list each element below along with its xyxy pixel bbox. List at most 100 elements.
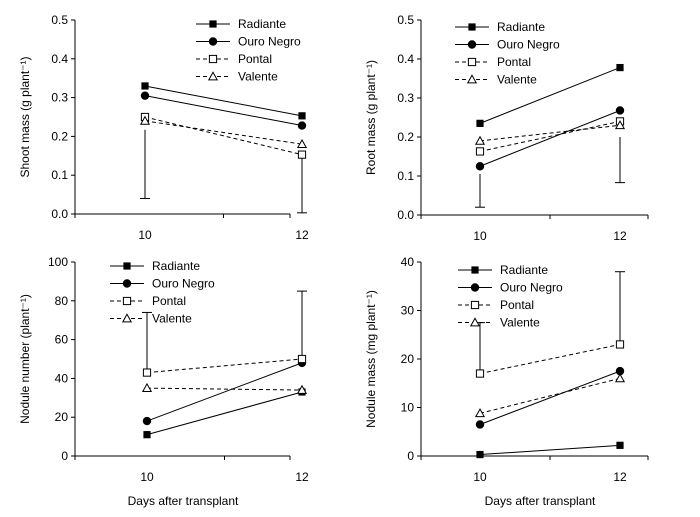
y-tick-label: 100 (48, 255, 68, 269)
y-tick-label: 0.3 (51, 91, 68, 105)
legend-label: Valente (238, 70, 278, 84)
y-tick-label: 80 (55, 294, 69, 308)
legend-label: Ouro Negro (152, 277, 215, 291)
y-tick-label: 20 (401, 352, 415, 366)
data-point-valente (296, 138, 308, 149)
legend-label: Pontal (497, 55, 531, 69)
y-tick-label: 0.3 (397, 91, 414, 105)
data-point-pontal (475, 147, 485, 156)
legend-marker (467, 57, 477, 67)
legend-label: Pontal (152, 294, 186, 308)
legend-marker (470, 283, 480, 292)
data-point-radiante (141, 82, 149, 90)
x-tick-label: 10 (140, 470, 154, 484)
y-tick-label: 0 (61, 449, 68, 463)
legend-marker (466, 74, 478, 84)
data-point-ouro-negro (475, 162, 485, 171)
legend-marker (209, 20, 217, 28)
legend-label: Pontal (500, 298, 534, 312)
legend-label: Ouro Negro (497, 38, 560, 52)
y-tick-label: 0.5 (51, 13, 68, 27)
x-axis-title-right: Days after transplant (485, 494, 596, 508)
legend: Radiante Ouro Negro Pontal Valente (455, 20, 560, 87)
data-point-ouro-negro (615, 366, 625, 376)
series-line-radiante (479, 67, 621, 124)
legend-label: Pontal (238, 52, 272, 66)
data-point-pontal (615, 340, 625, 349)
y-tick-label: 0.2 (397, 130, 414, 144)
series-line-pontal (479, 343, 621, 375)
y-tick-label: 0.1 (51, 168, 68, 182)
data-point-valente (474, 408, 486, 418)
legend-marker (123, 262, 131, 270)
y-tick-label: 40 (401, 255, 415, 269)
data-point-valente (296, 384, 308, 394)
y-tick-label: 0.0 (51, 207, 68, 221)
series-line-pontal (144, 116, 303, 156)
y-tick-label: 30 (401, 304, 415, 318)
data-point-radiante (298, 112, 306, 120)
x-tick-label: 12 (613, 470, 627, 484)
data-point-valente (614, 120, 626, 130)
y-axis-title: Root mass (g plant⁻¹) (364, 60, 378, 175)
data-point-radiante (616, 63, 624, 72)
legend-marker (207, 71, 219, 81)
legend-label: Valente (500, 316, 540, 330)
legend: Radiante Ouro Negro Pontal Valente (196, 17, 301, 84)
series-line-pontal (479, 120, 621, 152)
data-point-radiante (616, 441, 624, 449)
legend-label: Ouro Negro (500, 281, 563, 295)
y-tick-label: 20 (55, 410, 69, 424)
series-line-valente (479, 124, 621, 142)
series-line-ouro-negro (144, 95, 303, 127)
data-point-valente (141, 382, 153, 392)
y-axis-title: Nodule number (plant⁻¹) (18, 294, 32, 424)
series-line-pontal (146, 358, 303, 374)
x-axis-title-left: Days after transplant (128, 494, 239, 508)
data-point-radiante (476, 119, 484, 127)
legend-label: Radiante (500, 263, 548, 277)
y-axis-title: Shoot mass (g plant⁻¹) (18, 56, 32, 177)
legend: Radiante Ouro Negro Pontal Valente (110, 259, 215, 326)
panel-bottom-left: 0 20 40 60 80 100 10 12 Nodule number (plant⁻¹) R… (18, 255, 309, 484)
data-point-radiante (143, 431, 151, 439)
series-line-ouro-negro (146, 362, 303, 422)
panel-top-right: 0.0 0.1 0.2 0.3 0.4 0.5 10 12 Root mass (g plant… (364, 13, 649, 243)
legend-marker (468, 23, 476, 31)
legend-marker (122, 296, 132, 306)
data-point-radiante (476, 450, 484, 459)
x-tick-label: 12 (613, 229, 627, 243)
legend: Radiante Ouro Negro Pontal Valente (458, 263, 563, 330)
y-tick-label: 0.5 (397, 13, 414, 27)
data-point-pontal (297, 354, 307, 364)
x-tick-label: 10 (473, 229, 487, 243)
legend-label: Radiante (152, 259, 200, 273)
y-tick-label: 0 (407, 449, 414, 463)
data-point-ouro-negro (142, 416, 152, 426)
y-tick-label: 60 (55, 333, 69, 347)
legend-marker (470, 300, 480, 310)
series-line-radiante (144, 85, 303, 117)
panel-bottom-right: 0 10 20 30 40 10 12 Nodule mass (mg plant⁻¹) Rad… (364, 255, 649, 484)
legend-label: Radiante (497, 20, 545, 34)
y-tick-label: 40 (55, 371, 69, 385)
data-point-valente (474, 135, 486, 145)
x-tick-label: 12 (295, 228, 309, 242)
series-line-valente (144, 120, 303, 145)
legend-label: Valente (497, 73, 537, 87)
legend-label: Radiante (238, 17, 286, 31)
data-point-valente (614, 373, 626, 383)
y-tick-label: 0.1 (397, 169, 414, 183)
y-tick-label: 0.2 (51, 129, 68, 143)
x-tick-label: 12 (295, 470, 309, 484)
y-axis-title: Nodule mass (mg plant⁻¹) (364, 290, 378, 428)
series-line-ouro-negro (479, 110, 621, 167)
data-point-pontal (297, 150, 307, 159)
x-tick-label: 10 (138, 228, 152, 242)
series-line-radiante (146, 391, 303, 436)
series-line-radiante (479, 444, 621, 456)
panel-top-left: 0.0 0.1 0.2 0.3 0.4 0.5 10 12 Shoot mass (g plan… (18, 13, 309, 242)
data-point-valente (139, 115, 151, 125)
legend-marker (469, 317, 481, 327)
